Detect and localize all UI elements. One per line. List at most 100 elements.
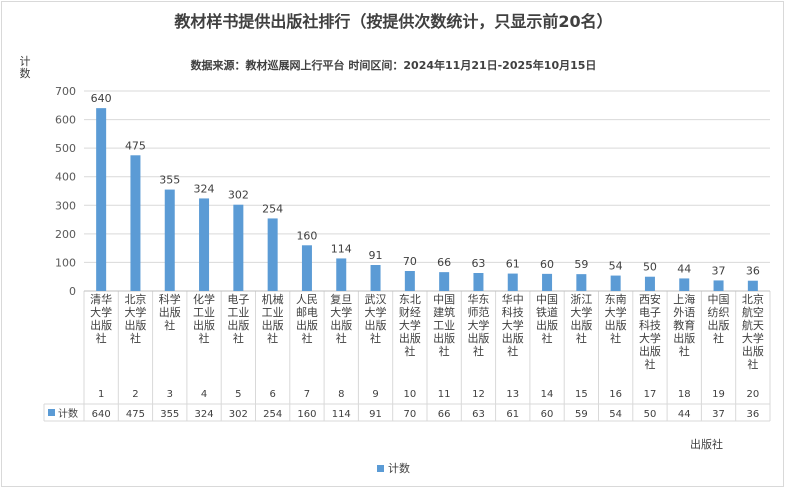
table-value: 66 <box>438 409 451 420</box>
x-tick-label: 邮电 <box>296 306 318 319</box>
x-tick-label: 社 <box>370 331 381 345</box>
x-tick-label: 社 <box>130 331 141 345</box>
x-tick-label: 出版 <box>296 318 318 332</box>
x-tick-label: 社 <box>404 344 415 358</box>
legend: 计数 <box>0 460 787 476</box>
bar <box>576 274 587 291</box>
data-label: 54 <box>609 260 623 273</box>
x-tick-label: 出版 <box>502 331 524 345</box>
table-value: 475 <box>126 409 145 420</box>
x-tick-label: 中国 <box>708 293 730 306</box>
x-tick-label: 大学 <box>639 331 661 345</box>
data-label: 50 <box>643 261 657 274</box>
bar <box>747 280 758 291</box>
x-tick-label: 大学 <box>605 305 627 319</box>
chart-subtitle: 数据来源：教材巡展网上行平台 时间区间：2024年11月21日-2025年10月… <box>190 59 597 72</box>
x-tick-label: 大学 <box>570 305 592 319</box>
table-value: 91 <box>369 409 382 420</box>
table-value: 61 <box>506 409 519 420</box>
x-tick-label: 大学 <box>330 305 352 319</box>
x-tick-label: 北京 <box>742 292 764 306</box>
x-tick-label: 清华 <box>90 292 112 306</box>
table-value: 63 <box>472 409 485 420</box>
x-tick-label: 社 <box>164 318 175 332</box>
rank-label: 8 <box>338 389 344 400</box>
rank-label: 2 <box>132 389 138 400</box>
table-value: 54 <box>609 409 622 420</box>
x-tick-label: 上海 <box>673 292 695 306</box>
rank-label: 13 <box>506 389 519 400</box>
x-tick-label: 大学 <box>90 305 112 319</box>
rank-label: 17 <box>644 389 657 400</box>
bar <box>439 272 450 291</box>
x-tick-label: 出版 <box>536 318 558 332</box>
table-series-label: 计数 <box>58 407 78 420</box>
data-label: 61 <box>506 258 520 271</box>
data-label: 37 <box>712 264 726 277</box>
x-tick-label: 出版 <box>193 318 215 332</box>
x-tick-label: 出版 <box>365 318 387 332</box>
x-tick-label: 出版 <box>124 318 146 332</box>
table-value: 36 <box>746 409 759 420</box>
bar <box>644 276 655 291</box>
rank-label: 5 <box>235 389 241 400</box>
x-tick-label: 社 <box>301 331 312 345</box>
chart-title: 教材样书提供出版社排行（按提供次数统计，只显示前20名） <box>174 12 613 31</box>
x-tick-label: 华东 <box>467 292 489 306</box>
bar <box>267 218 278 291</box>
bar <box>679 278 690 291</box>
rank-label: 18 <box>678 389 691 400</box>
rank-label: 11 <box>438 389 451 400</box>
y-tick-label: 200 <box>55 228 76 241</box>
rank-label: 6 <box>269 389 275 400</box>
bar <box>164 189 175 291</box>
x-tick-label: 电子 <box>227 293 249 306</box>
x-tick-label: 工业 <box>433 319 455 332</box>
x-tick-label: 科技 <box>502 305 524 319</box>
rank-label: 3 <box>167 389 173 400</box>
data-label: 36 <box>746 265 760 278</box>
y-tick-label: 700 <box>55 85 76 98</box>
bar <box>370 265 381 291</box>
x-tick-label: 社 <box>473 344 484 358</box>
bar <box>199 198 210 291</box>
x-tick-label: 中国 <box>433 293 455 306</box>
x-tick-label: 北京 <box>124 292 146 306</box>
x-tick-label: 社 <box>644 357 655 371</box>
bar <box>233 204 244 291</box>
y-tick-label: 500 <box>55 142 76 155</box>
x-tick-label: 浙江 <box>570 293 592 306</box>
x-tick-label: 社 <box>713 331 724 345</box>
x-tick-label: 大学 <box>399 318 421 332</box>
x-tick-label: 财经 <box>399 305 421 319</box>
data-label: 60 <box>540 258 554 271</box>
data-label: 44 <box>677 262 691 275</box>
rank-label: 20 <box>746 389 759 400</box>
table-value: 60 <box>541 409 554 420</box>
x-tick-label: 东南 <box>605 293 627 306</box>
data-label: 324 <box>194 182 215 195</box>
table-value: 37 <box>712 409 725 420</box>
table-legend-swatch <box>48 409 55 416</box>
x-tick-label: 大学 <box>502 318 524 332</box>
rank-label: 1 <box>98 389 104 400</box>
x-tick-label: 师范 <box>467 305 489 319</box>
x-tick-label: 工业 <box>193 306 215 319</box>
data-label: 59 <box>574 258 588 271</box>
x-tick-label: 出版 <box>570 318 592 332</box>
bar <box>713 280 724 291</box>
x-tick-label: 出版 <box>605 318 627 332</box>
x-tick-label: 大学 <box>467 318 489 332</box>
rank-label: 4 <box>201 389 207 400</box>
data-label: 355 <box>159 174 180 187</box>
table-value: 44 <box>678 409 691 420</box>
x-tick-label: 出版 <box>639 344 661 358</box>
x-tick-label: 化学 <box>193 292 215 306</box>
x-tick-label: 中国 <box>536 293 558 306</box>
x-tick-label: 教育 <box>673 318 695 332</box>
x-tick-label: 出版 <box>399 331 421 345</box>
x-tick-label: 出版 <box>262 318 284 332</box>
x-tick-label: 出版 <box>708 318 730 332</box>
data-label: 254 <box>262 202 283 215</box>
x-axis-label: 出版社 <box>690 438 723 451</box>
